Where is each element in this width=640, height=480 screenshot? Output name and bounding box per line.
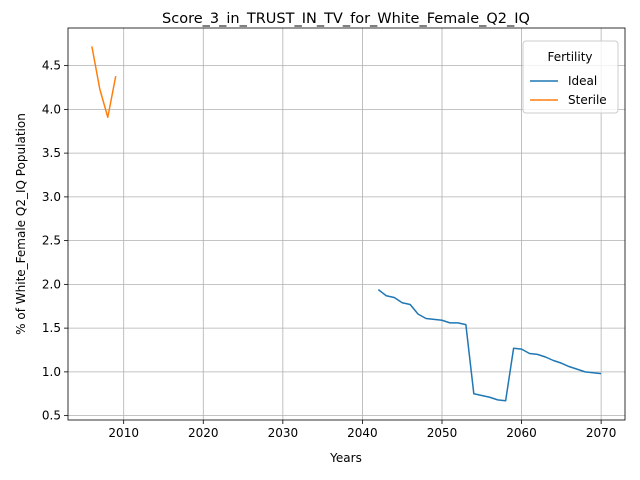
x-tick-label: 2050 <box>427 426 458 440</box>
x-tick-label: 2040 <box>347 426 378 440</box>
x-tick-label: 2020 <box>188 426 219 440</box>
y-tick-label: 4.5 <box>42 59 61 73</box>
y-tick-label: 4.0 <box>42 102 61 116</box>
series-line-sterile <box>91 46 117 118</box>
y-tick-label: 1.0 <box>42 365 61 379</box>
x-tick-label: 2070 <box>586 426 617 440</box>
legend-box <box>522 40 619 114</box>
series-lines <box>91 46 602 402</box>
grid <box>68 28 625 420</box>
legend-label-ideal: Ideal <box>568 74 597 88</box>
y-tick-label: 3.0 <box>42 190 61 204</box>
y-tick-label: 3.5 <box>42 146 61 160</box>
legend-label-sterile: Sterile <box>568 93 607 107</box>
y-tick-label: 0.5 <box>42 409 61 423</box>
legend: Fertility Ideal Sterile <box>522 40 619 114</box>
x-tick-label: 2030 <box>268 426 299 440</box>
plot-frame <box>67 27 626 421</box>
y-tick-label: 2.0 <box>42 277 61 291</box>
x-tick-label: 2010 <box>108 426 139 440</box>
axis-ticks: 2010 2020 2030 2040 2050 2060 2070 0.5 1.0 1.5 2.0… <box>42 59 616 440</box>
x-axis-label: Years <box>329 451 362 465</box>
x-tick-label: 2060 <box>506 426 537 440</box>
y-tick-label: 1.5 <box>42 321 61 335</box>
y-axis-label: % of White_Female Q2_IQ Population <box>14 113 28 335</box>
y-tick-label: 2.5 <box>42 234 61 248</box>
series-line-ideal <box>377 289 602 402</box>
chart-title: Score_3_in_TRUST_IN_TV_for_White_Female_… <box>162 11 530 27</box>
legend-title: Fertility <box>547 50 592 64</box>
